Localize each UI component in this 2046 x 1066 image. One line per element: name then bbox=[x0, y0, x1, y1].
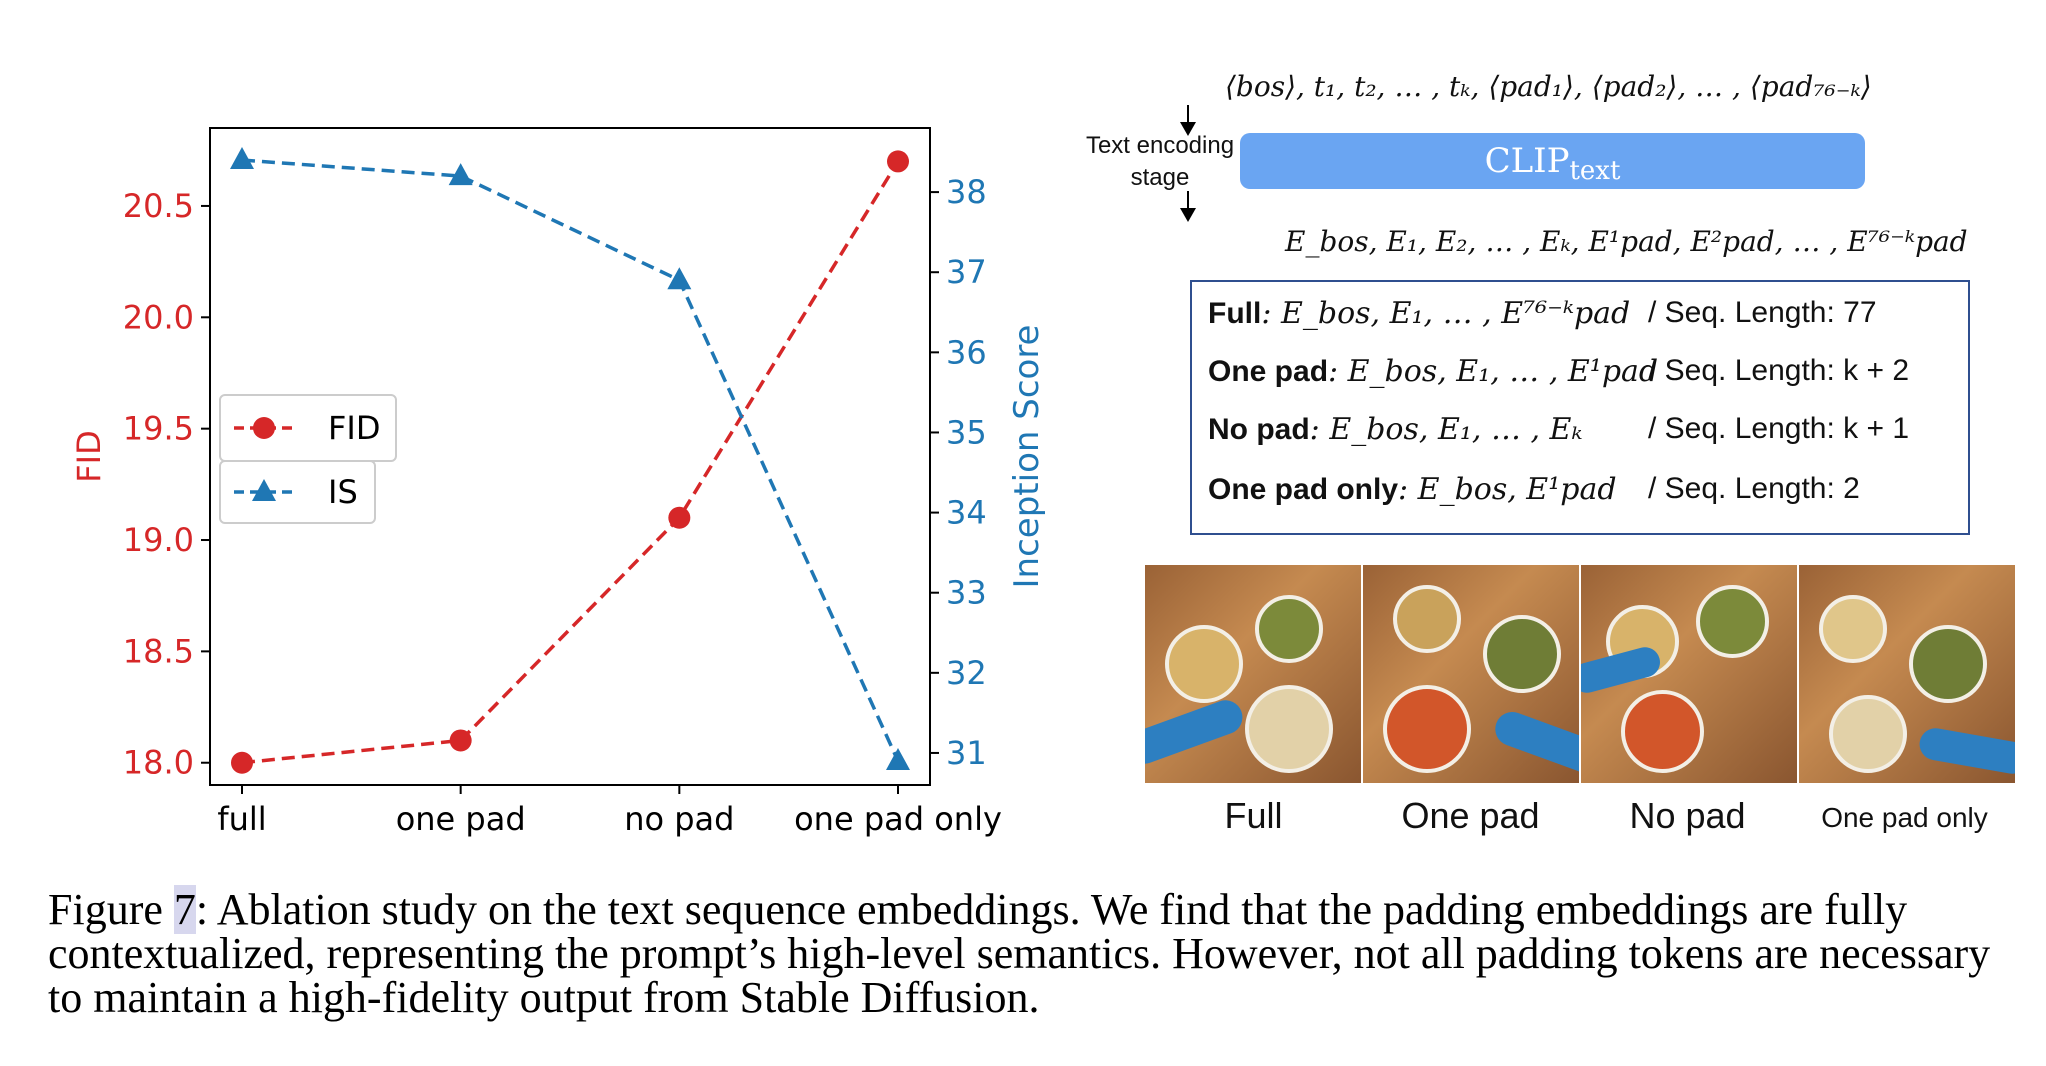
variant-row: One pad: E_bos, E₁, … , E¹pad / Seq. Len… bbox=[1208, 354, 1909, 389]
variant-name: One pad only bbox=[1208, 473, 1399, 506]
y-right-axis-label: Inception Score bbox=[1007, 325, 1047, 589]
food-bowl bbox=[1696, 585, 1769, 658]
input-token-sequence: ⟨bos⟩, t₁, t₂, … , tₖ, ⟨pad₁⟩, ⟨pad₂⟩, …… bbox=[1225, 70, 1872, 103]
food-bowl bbox=[1383, 685, 1471, 773]
generated-image-no-pad bbox=[1581, 565, 1799, 783]
variant-embeddings: : E_bos, E₁, … , Eₖ bbox=[1309, 412, 1583, 447]
variant-row: No pad: E_bos, E₁, … , Eₖ / Seq. Length:… bbox=[1208, 412, 1909, 447]
food-bowl bbox=[1483, 615, 1561, 693]
y-right-tick-label: 32 bbox=[946, 654, 987, 692]
generated-image-one-pad bbox=[1363, 565, 1581, 783]
food-bowl bbox=[1819, 595, 1887, 663]
y-right-tick-label: 38 bbox=[946, 173, 987, 211]
y-right-tick-label: 33 bbox=[946, 574, 987, 612]
y-tick-label: 19.5 bbox=[123, 410, 194, 448]
x-tick-label: full bbox=[217, 800, 266, 838]
legend-marker-fid bbox=[253, 417, 275, 439]
clip-text-encoder: CLIP text bbox=[1240, 133, 1865, 189]
x-tick-label: no pad bbox=[624, 800, 734, 838]
arm-shape bbox=[1145, 695, 1248, 769]
arm-shape bbox=[1490, 707, 1579, 777]
food-bowl bbox=[1621, 690, 1704, 773]
y-tick-label: 20.0 bbox=[123, 298, 194, 336]
legend-label-is: IS bbox=[328, 473, 358, 511]
variant-row: Full: E_bos, E₁, … , E⁷⁶⁻ᵏpad / Seq. Len… bbox=[1208, 296, 1877, 331]
legend-label-fid: FID bbox=[328, 409, 380, 447]
y-tick-label: 19.0 bbox=[123, 521, 194, 559]
variant-row: One pad only: E_bos, E¹pad / Seq. Length… bbox=[1208, 472, 1860, 507]
series-line-is bbox=[241, 158, 900, 762]
embedding-diagram: ⟨bos⟩, t₁, t₂, … , tₖ, ⟨pad₁⟩, ⟨pad₂⟩, …… bbox=[1060, 60, 2040, 836]
arrow-to-clip bbox=[1187, 105, 1189, 127]
generated-image-full bbox=[1145, 565, 1363, 783]
variant-table: Full: E_bos, E₁, … , E⁷⁶⁻ᵏpad / Seq. Len… bbox=[1190, 280, 1970, 535]
caption-prefix: Figure bbox=[48, 885, 174, 934]
y-right-tick-label: 31 bbox=[946, 734, 987, 772]
series-line-fid bbox=[241, 160, 900, 765]
variant-embeddings: : E_bos, E¹pad bbox=[1398, 472, 1617, 507]
data-point-is bbox=[230, 147, 254, 170]
variant-length: / Seq. Length: 77 bbox=[1648, 296, 1877, 329]
x-tick-label: one pad only bbox=[794, 800, 1002, 838]
arrow-from-clip bbox=[1187, 191, 1189, 213]
data-point-fid bbox=[887, 150, 909, 173]
legend-box-is bbox=[219, 460, 376, 524]
generated-images-strip bbox=[1145, 565, 2015, 783]
variant-embeddings: : E_bos, E₁, … , E⁷⁶⁻ᵏpad bbox=[1261, 296, 1631, 331]
food-bowl bbox=[1165, 625, 1243, 703]
variant-name: Full bbox=[1208, 297, 1262, 330]
variant-length: / Seq. Length: 2 bbox=[1648, 472, 1860, 505]
data-point-fid bbox=[231, 751, 253, 774]
image-label-one-pad: One pad bbox=[1401, 795, 1540, 836]
variant-name: One pad bbox=[1208, 355, 1329, 388]
image-label-one-pad-only: One pad only bbox=[1821, 802, 1988, 833]
y-right-tick-label: 36 bbox=[946, 333, 987, 371]
variant-length: / Seq. Length: k + 1 bbox=[1648, 412, 1910, 445]
text-encoding-stage-label: Text encoding stage bbox=[1085, 132, 1235, 191]
generated-image-one-pad-only bbox=[1799, 565, 2015, 783]
data-point-is bbox=[886, 747, 910, 770]
figure-number: 7 bbox=[173, 885, 196, 934]
output-embedding-sequence: E_bos, E₁, E₂, … , Eₖ, E¹pad, E²pad, … ,… bbox=[1285, 225, 1968, 258]
clip-label: CLIP bbox=[1484, 141, 1570, 181]
arm-shape bbox=[1581, 643, 1664, 697]
arrow-head-icon bbox=[1180, 208, 1196, 222]
y-tick-label: 18.5 bbox=[123, 632, 194, 670]
clip-subscript: text bbox=[1569, 156, 1621, 186]
food-bowl bbox=[1829, 695, 1907, 773]
y-right-tick-label: 34 bbox=[946, 494, 987, 532]
plot-frame bbox=[209, 127, 931, 786]
food-bowl bbox=[1255, 595, 1323, 663]
arrow-head-icon bbox=[1180, 122, 1196, 136]
y-axis-label: FID bbox=[70, 430, 108, 482]
legend-marker-is bbox=[252, 479, 276, 501]
caption-text: : Ablation study on the text sequence em… bbox=[48, 885, 1991, 1022]
variant-length: / Seq. Length: k + 2 bbox=[1648, 354, 1910, 387]
variant-embeddings: : E_bos, E₁, … , E¹pad bbox=[1328, 354, 1659, 389]
variant-name: No pad bbox=[1208, 413, 1310, 446]
data-point-fid bbox=[449, 729, 472, 752]
data-point-is bbox=[448, 163, 473, 186]
y-right-tick-label: 35 bbox=[946, 413, 987, 451]
image-label-no-pad: No pad bbox=[1629, 795, 1746, 836]
y-right-tick-label: 37 bbox=[946, 253, 987, 291]
y-tick-label: 20.5 bbox=[123, 187, 194, 225]
data-point-fid bbox=[668, 506, 691, 529]
food-bowl bbox=[1245, 685, 1333, 773]
food-bowl bbox=[1909, 625, 1987, 703]
data-point-is bbox=[667, 267, 692, 290]
x-tick-label: one pad bbox=[396, 800, 526, 838]
y-tick-label: 18.0 bbox=[123, 744, 194, 782]
figure-caption: Figure 7: Ablation study on the text seq… bbox=[48, 885, 2033, 1022]
ablation-chart: 18.0 18.5 19.0 19.5 20.0 20.5 31 32 33 34 35 36 37 38… bbox=[70, 127, 1047, 838]
arm-shape bbox=[1917, 725, 2015, 777]
image-label-full: Full bbox=[1224, 795, 1283, 836]
food-bowl bbox=[1393, 585, 1461, 653]
